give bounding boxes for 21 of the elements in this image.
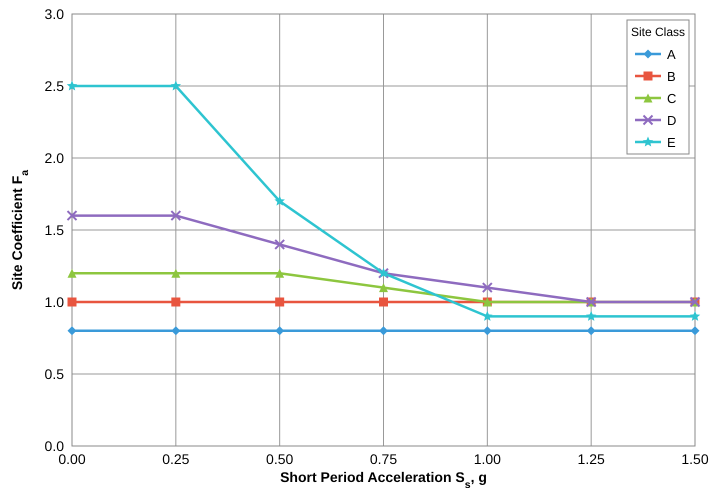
- legend-title: Site Class: [630, 25, 686, 39]
- y-tick-label: 1.5: [44, 222, 64, 238]
- y-tick-label: 3.0: [44, 6, 64, 22]
- x-tick-label: 0.00: [58, 451, 86, 467]
- legend-label: C: [667, 91, 676, 106]
- legend-label: E: [667, 135, 676, 150]
- x-tick-label: 1.50: [681, 451, 709, 467]
- x-tick-label: 0.25: [162, 451, 190, 467]
- legend-label: D: [667, 113, 676, 128]
- x-tick-label: 0.75: [370, 451, 398, 467]
- legend-label: A: [667, 47, 676, 62]
- x-tick-label: 1.00: [474, 451, 502, 467]
- y-tick-label: 1.0: [44, 294, 64, 310]
- y-tick-label: 0.5: [44, 366, 64, 382]
- y-tick-label: 2.0: [44, 150, 64, 166]
- x-axis-title: Short Period Acceleration S$_{s}$, g: [280, 469, 487, 488]
- x-tick-label: 0.50: [266, 451, 294, 467]
- y-tick-label: 2.5: [44, 78, 64, 94]
- legend-label: B: [667, 69, 676, 84]
- y-tick-label: 0.0: [44, 438, 64, 454]
- x-tick-label: 1.25: [578, 451, 606, 467]
